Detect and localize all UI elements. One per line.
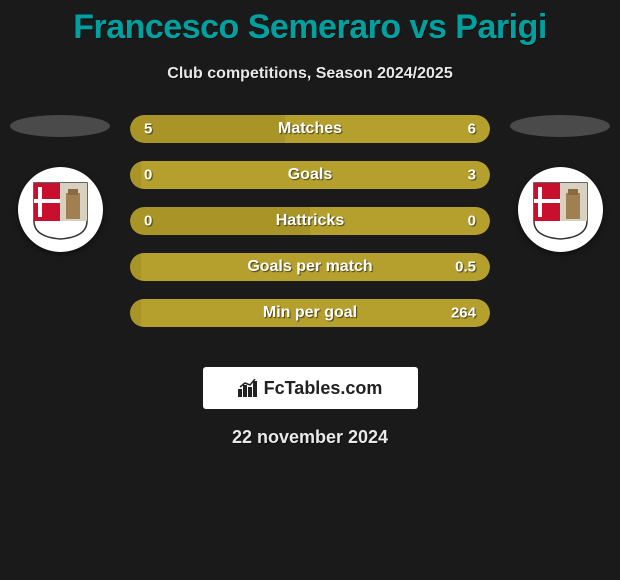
bar-right-fill [141,299,490,327]
club-crest-left [18,167,103,252]
fctables-logo: FcTables.com [203,367,418,409]
subtitle: Club competitions, Season 2024/2025 [0,65,620,83]
player-left-badge [10,115,110,252]
bar-left-fill [130,207,310,235]
bar-row: 56Matches [130,115,490,143]
logo-text: FcTables.com [264,378,383,399]
player-right-badge [510,115,610,252]
bar-right-fill [285,115,490,143]
club-crest-right [518,167,603,252]
shield-icon [532,181,589,241]
bar-left-fill [130,253,141,281]
bar-right-fill [141,161,490,189]
shield-icon [32,181,89,241]
bar-left-fill [130,115,285,143]
shadow-oval-left [10,115,110,137]
bar-row: 264Min per goal [130,299,490,327]
bar-right-fill [141,253,490,281]
bar-row: 00Hattricks [130,207,490,235]
bar-left-fill [130,299,141,327]
bar-row: 0.5Goals per match [130,253,490,281]
page-title: Francesco Semeraro vs Parigi [0,0,620,47]
bar-left-fill [130,161,141,189]
bar-chart-icon [238,379,258,397]
bars-container: 56Matches 03Goals 00Hattricks 0.5Goals per … [130,115,490,345]
comparison-chart: 56Matches 03Goals 00Hattricks 0.5Goals per … [0,115,620,345]
shadow-oval-right [510,115,610,137]
bar-right-fill [310,207,490,235]
date-label: 22 november 2024 [0,427,620,448]
bar-row: 03Goals [130,161,490,189]
